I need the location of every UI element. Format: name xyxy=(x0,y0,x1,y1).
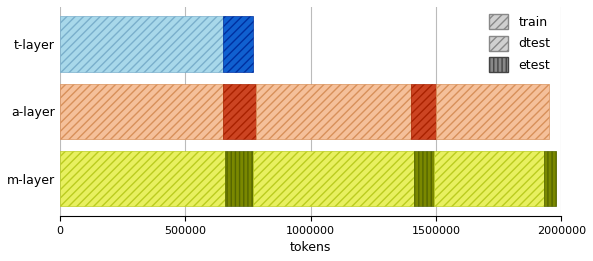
Bar xyxy=(225,151,253,206)
Bar xyxy=(223,16,253,72)
X-axis label: tokens: tokens xyxy=(290,241,331,254)
Bar xyxy=(436,84,549,139)
Bar xyxy=(60,16,223,72)
Bar xyxy=(223,84,256,139)
Bar xyxy=(413,151,433,206)
Legend: train, dtest, etest: train, dtest, etest xyxy=(484,9,555,77)
Bar xyxy=(60,151,225,206)
Bar xyxy=(256,84,411,139)
Bar xyxy=(60,84,223,139)
Bar xyxy=(433,151,544,206)
Bar xyxy=(253,151,413,206)
Bar xyxy=(544,151,556,206)
Bar xyxy=(411,84,436,139)
